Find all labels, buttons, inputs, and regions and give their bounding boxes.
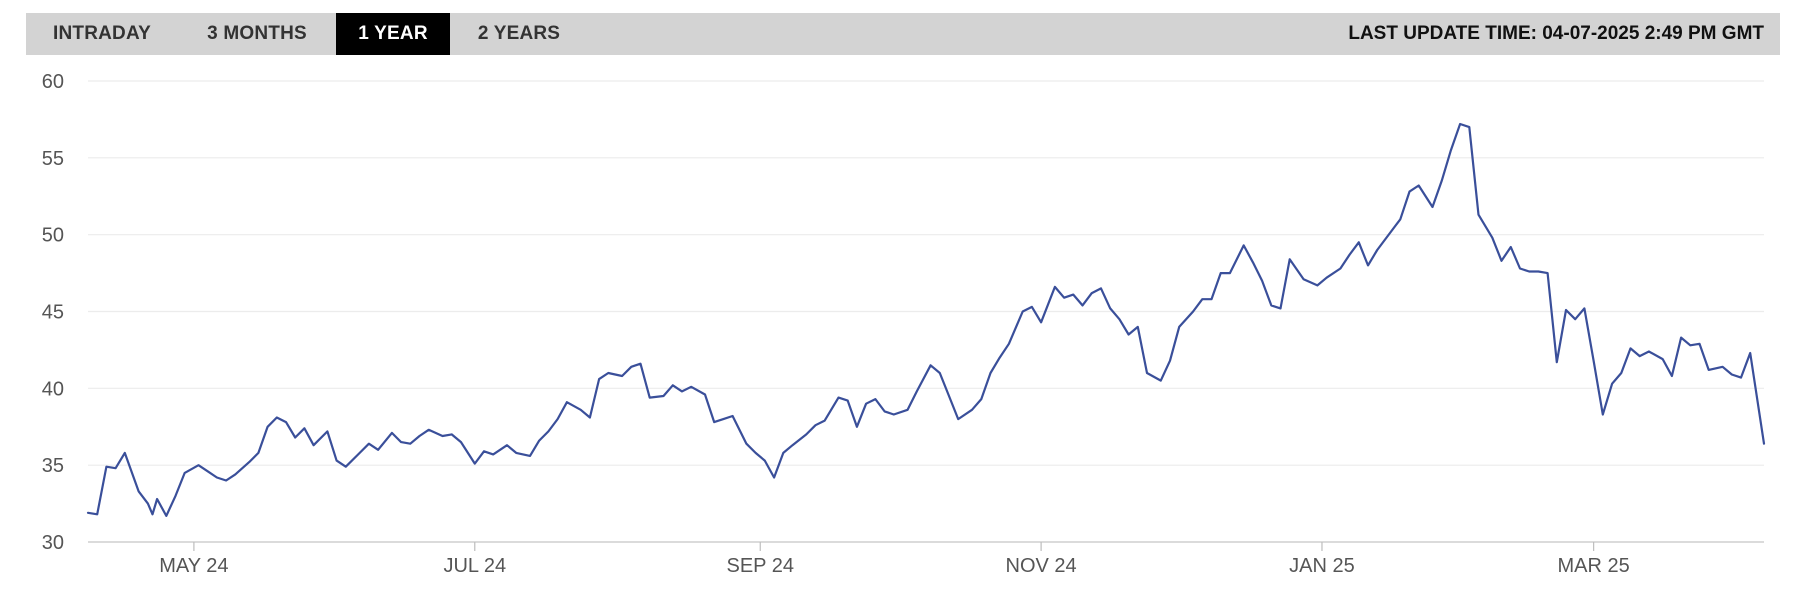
last-update-label: LAST UPDATE TIME: <box>1348 23 1537 44</box>
last-update-value: 04-07-2025 2:49 PM GMT <box>1542 23 1764 44</box>
y-tick-label: 60 <box>42 71 64 93</box>
tab-2-years[interactable]: 2 YEARS <box>477 23 561 44</box>
range-toolbar: INTRADAY 3 MONTHS 1 YEAR 2 YEARS LAST UP… <box>26 13 1780 55</box>
x-tick-label: MAR 25 <box>1558 555 1630 577</box>
y-tick-label: 45 <box>42 302 64 324</box>
tab-3-months[interactable]: 3 MONTHS <box>207 23 307 44</box>
x-tick-label: JUL 24 <box>443 555 506 577</box>
x-tick-label: SEP 24 <box>727 555 794 577</box>
y-tick-label: 50 <box>42 225 64 247</box>
y-tick-label: 35 <box>42 455 64 477</box>
x-tick-label: NOV 24 <box>1006 555 1077 577</box>
last-update-time: LAST UPDATE TIME: 04-07-2025 2:49 PM GMT <box>1348 13 1780 55</box>
x-tick-label: MAY 24 <box>159 555 228 577</box>
price-series-line <box>86 122 1766 518</box>
tab-intraday[interactable]: INTRADAY <box>52 23 152 44</box>
y-tick-label: 30 <box>42 532 64 554</box>
x-tick-label: JAN 25 <box>1289 555 1355 577</box>
y-tick-label: 40 <box>42 378 64 400</box>
tab-1-year[interactable]: 1 YEAR <box>336 13 450 55</box>
y-tick-label: 55 <box>42 148 64 170</box>
